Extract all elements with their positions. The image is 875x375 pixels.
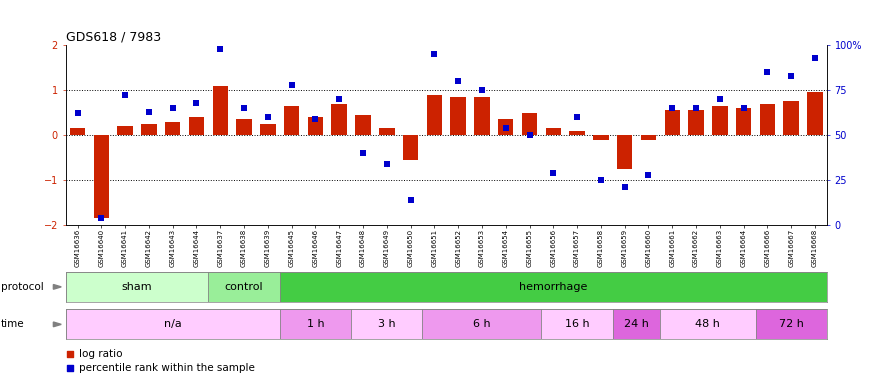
Text: percentile rank within the sample: percentile rank within the sample	[79, 363, 255, 373]
Text: control: control	[225, 282, 263, 292]
Bar	[66, 272, 208, 302]
Bar	[546, 128, 561, 135]
Bar	[355, 115, 371, 135]
Text: sham: sham	[122, 282, 152, 292]
Point	[427, 51, 441, 57]
Point	[475, 87, 489, 93]
Bar	[189, 117, 204, 135]
Point	[284, 82, 298, 88]
Text: hemorrhage: hemorrhage	[519, 282, 587, 292]
Point	[665, 105, 679, 111]
Bar	[661, 309, 755, 339]
Bar	[236, 119, 252, 135]
Point	[142, 109, 156, 115]
Text: 24 h: 24 h	[624, 320, 649, 329]
Bar	[351, 309, 423, 339]
Point	[760, 69, 774, 75]
Bar	[522, 112, 537, 135]
Point	[308, 116, 322, 122]
Point	[618, 184, 632, 190]
Bar	[141, 124, 157, 135]
Text: 16 h: 16 h	[564, 320, 590, 329]
Point	[808, 55, 822, 61]
Bar	[213, 86, 228, 135]
Point	[452, 78, 466, 84]
Text: n/a: n/a	[164, 320, 181, 329]
Point	[63, 365, 77, 371]
Bar	[808, 92, 822, 135]
Point	[499, 125, 513, 131]
Text: time: time	[1, 320, 24, 329]
Point	[118, 92, 132, 98]
Text: 6 h: 6 h	[473, 320, 491, 329]
Bar	[542, 309, 612, 339]
Bar	[427, 94, 442, 135]
Text: protocol: protocol	[1, 282, 44, 292]
Bar	[332, 104, 346, 135]
Bar	[379, 128, 395, 135]
Bar	[208, 272, 280, 302]
Bar	[280, 272, 827, 302]
Bar	[308, 117, 323, 135]
Bar	[117, 126, 133, 135]
Point	[546, 170, 560, 176]
Bar	[498, 119, 514, 135]
Bar	[612, 309, 661, 339]
Text: log ratio: log ratio	[79, 350, 123, 359]
Bar	[570, 130, 584, 135]
Point	[689, 105, 703, 111]
Bar	[260, 124, 276, 135]
Point	[380, 161, 394, 167]
Point	[737, 105, 751, 111]
Text: 1 h: 1 h	[306, 320, 325, 329]
Point	[63, 351, 77, 357]
Bar	[760, 104, 775, 135]
Point	[71, 110, 85, 116]
Bar	[94, 135, 109, 218]
Text: 3 h: 3 h	[378, 320, 396, 329]
Point	[403, 197, 417, 203]
Text: 72 h: 72 h	[779, 320, 803, 329]
Bar	[284, 106, 299, 135]
Bar	[280, 309, 351, 339]
Text: GDS618 / 7983: GDS618 / 7983	[66, 30, 161, 43]
Bar	[593, 135, 609, 140]
Bar	[783, 101, 799, 135]
Point	[356, 150, 370, 156]
Bar	[689, 110, 704, 135]
Point	[190, 100, 204, 106]
Bar	[451, 97, 466, 135]
Bar	[423, 309, 542, 339]
Bar	[70, 128, 85, 135]
Bar	[755, 309, 827, 339]
Point	[261, 114, 275, 120]
Bar	[474, 97, 490, 135]
Point	[165, 105, 179, 111]
Bar	[165, 122, 180, 135]
Point	[713, 96, 727, 102]
Bar	[736, 108, 752, 135]
Bar	[66, 309, 280, 339]
Bar	[402, 135, 418, 160]
Point	[94, 215, 108, 221]
Point	[641, 172, 655, 178]
Bar	[712, 106, 727, 135]
Point	[332, 96, 346, 102]
Bar	[640, 135, 656, 140]
Point	[594, 177, 608, 183]
Text: 48 h: 48 h	[696, 320, 720, 329]
Point	[570, 114, 584, 120]
Point	[237, 105, 251, 111]
Point	[214, 46, 228, 52]
Bar	[617, 135, 633, 169]
Point	[784, 73, 798, 79]
Bar	[664, 110, 680, 135]
Point	[522, 132, 536, 138]
